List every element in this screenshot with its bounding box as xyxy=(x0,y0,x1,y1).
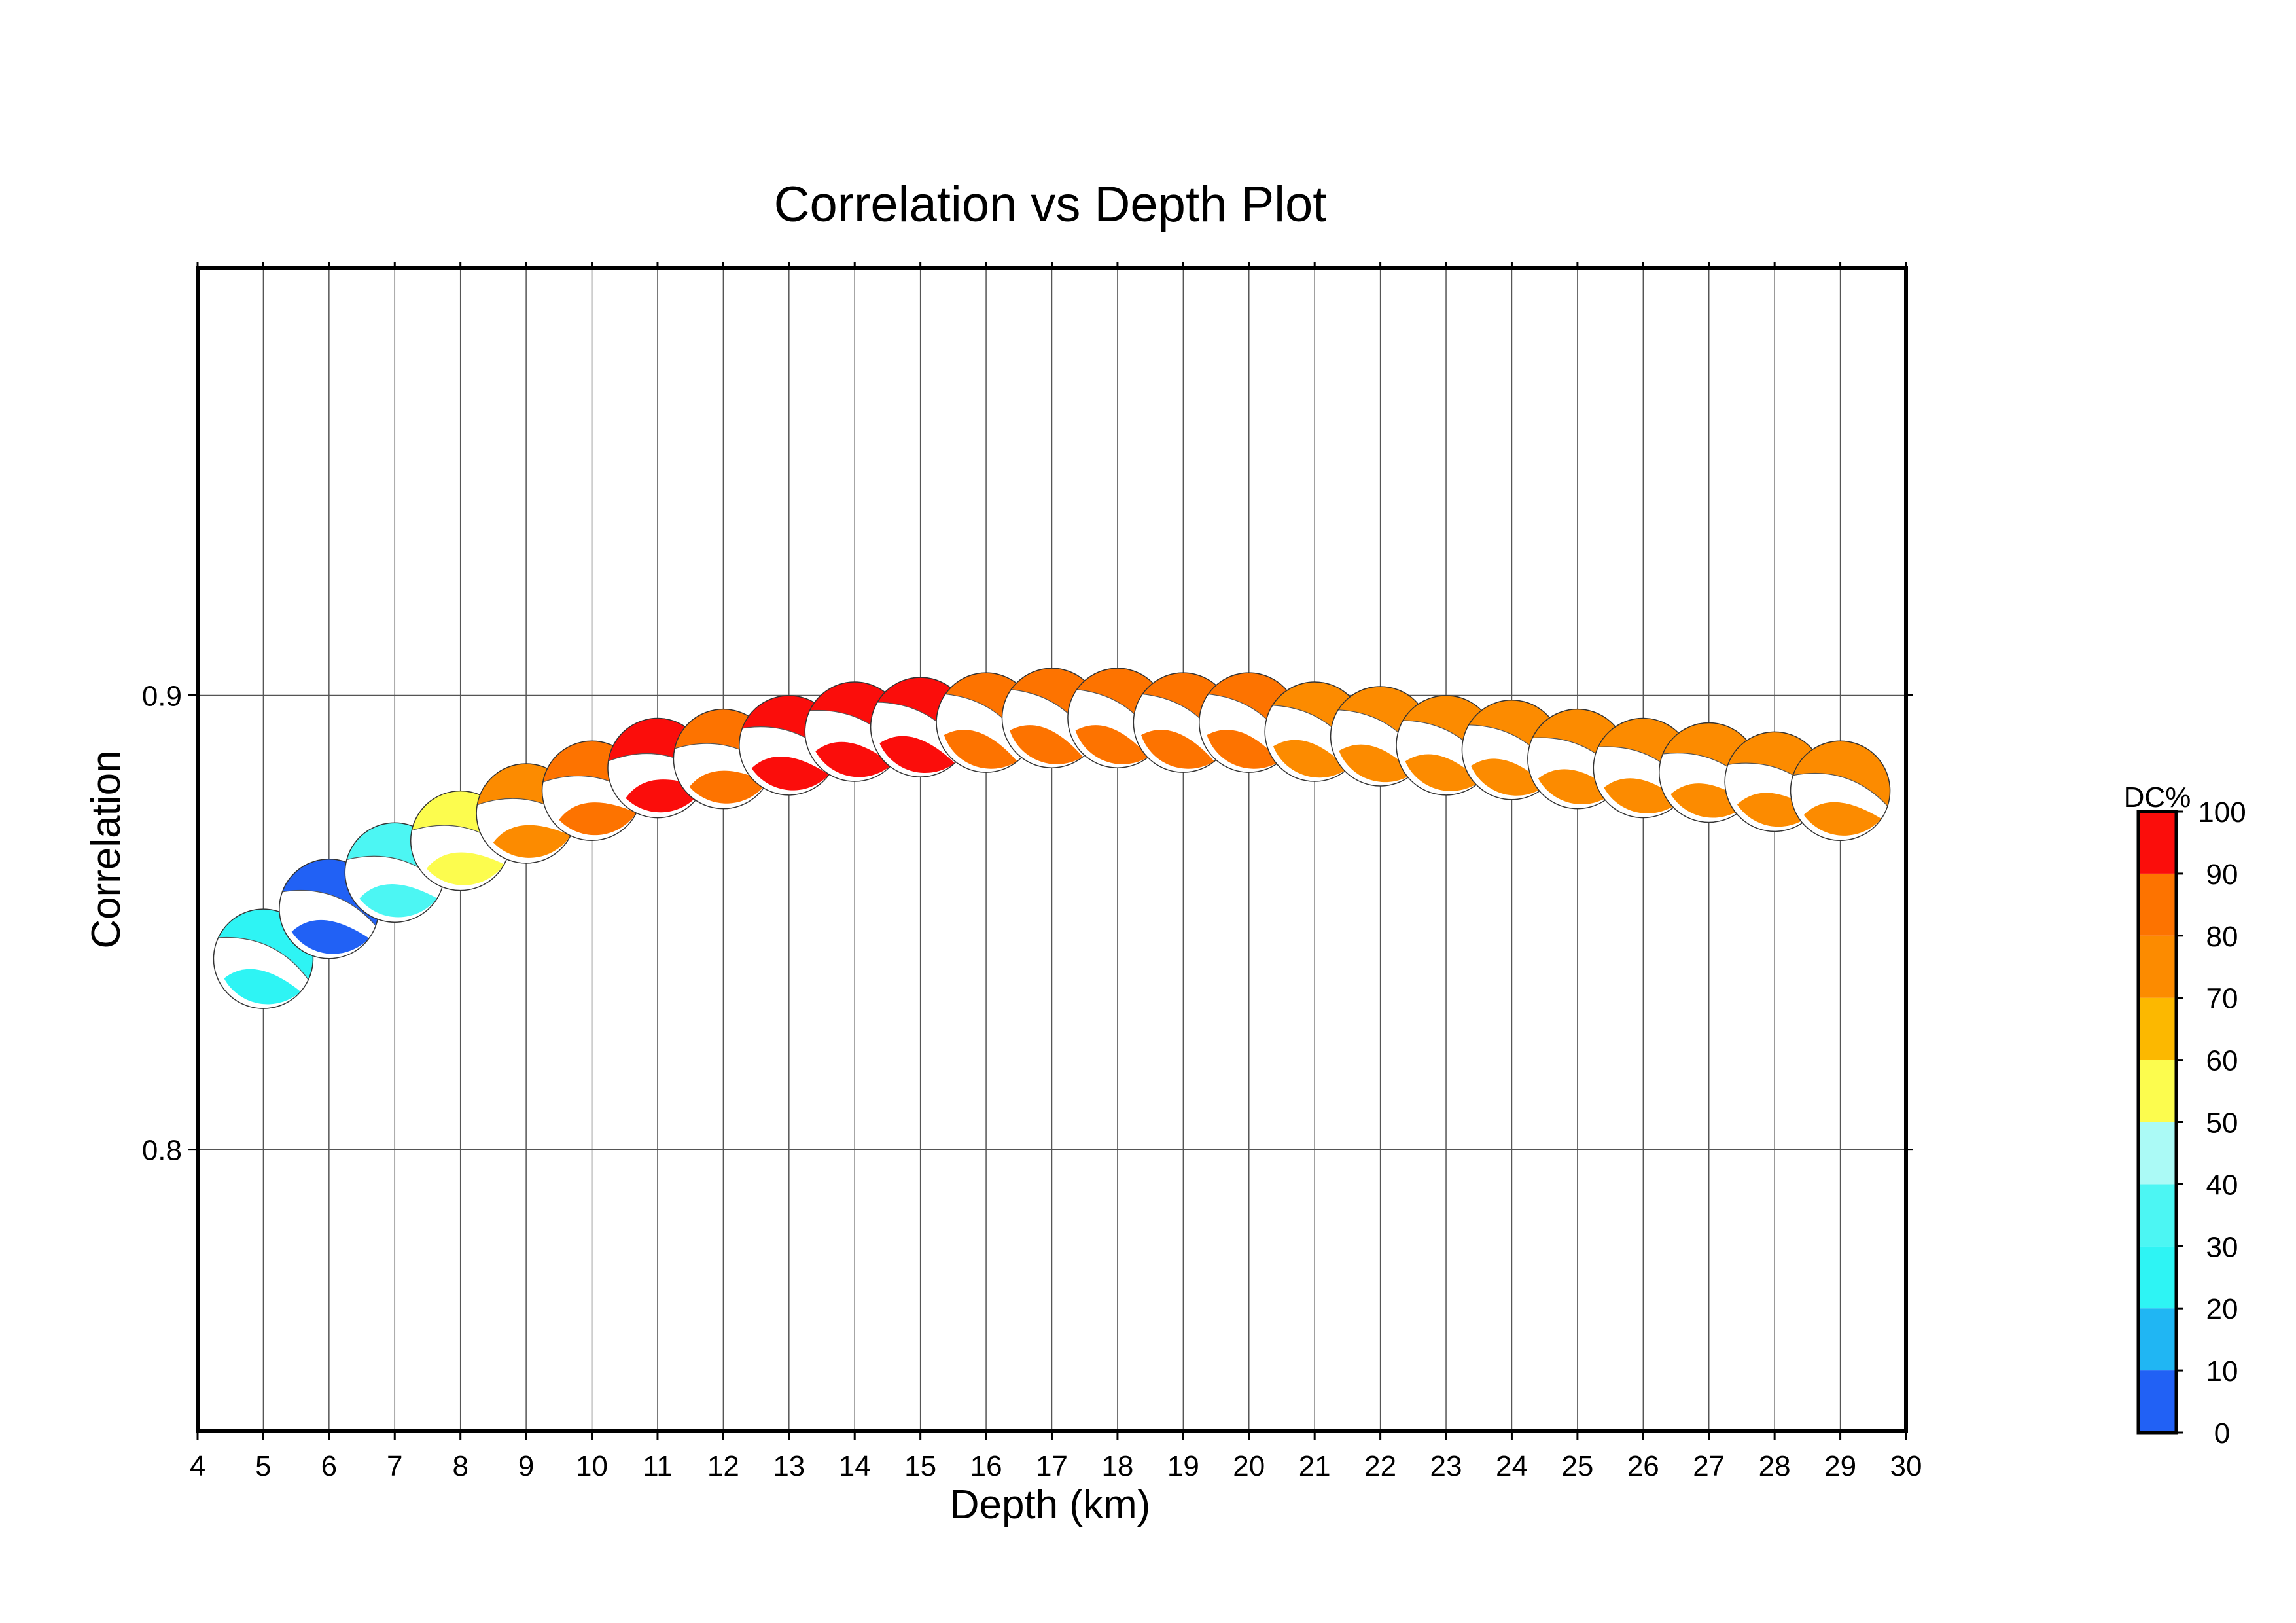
x-tick-label: 28 xyxy=(1759,1450,1791,1482)
grid-lines xyxy=(198,268,1906,1431)
x-tick-label: 6 xyxy=(321,1450,337,1482)
beachball-marker xyxy=(1790,740,1891,842)
colorbar-tick-label: 40 xyxy=(2206,1169,2238,1201)
dc-colorbar: 0 10 20 30 40 50 60 70 80 90 100 xyxy=(2136,796,2246,1450)
colorbar-segment xyxy=(2138,1122,2176,1185)
x-tick-label: 29 xyxy=(1824,1450,1856,1482)
y-tick-label: 0.9 xyxy=(142,680,182,712)
colorbar-segment xyxy=(2138,935,2176,998)
x-axis-ticks: 4 5 6 7 8 9 10 11 12 13 14 15 16 17 18 19 20 21 22 23 24 25 26… xyxy=(190,262,1922,1482)
x-axis-label: Depth (km) xyxy=(950,1482,1151,1527)
x-tick-label: 30 xyxy=(1890,1450,1922,1482)
x-tick-label: 4 xyxy=(190,1450,205,1482)
chart-title: Correlation vs Depth Plot xyxy=(774,177,1327,232)
beachball-markers xyxy=(213,668,1891,1009)
colorbar-segment xyxy=(2138,1308,2176,1371)
x-tick-label: 23 xyxy=(1430,1450,1462,1482)
x-tick-label: 8 xyxy=(452,1450,468,1482)
y-axis-ticks: 0.8 0.9 xyxy=(142,680,1913,1167)
x-tick-label: 16 xyxy=(970,1450,1002,1482)
colorbar-tick-label: 100 xyxy=(2198,796,2246,829)
colorbar-segment xyxy=(2138,873,2176,936)
x-tick-label: 24 xyxy=(1496,1450,1528,1482)
x-tick-label: 13 xyxy=(773,1450,805,1482)
colorbar-tick-label: 50 xyxy=(2206,1107,2238,1139)
x-tick-label: 21 xyxy=(1299,1450,1331,1482)
colorbar-tick-label: 20 xyxy=(2206,1293,2238,1325)
x-tick-label: 10 xyxy=(576,1450,608,1482)
x-tick-label: 22 xyxy=(1364,1450,1396,1482)
colorbar-segment xyxy=(2138,1060,2176,1122)
colorbar-tick-label: 0 xyxy=(2214,1418,2230,1450)
colorbar-tick-label: 70 xyxy=(2206,983,2238,1015)
x-tick-label: 12 xyxy=(707,1450,739,1482)
x-tick-label: 20 xyxy=(1233,1450,1265,1482)
x-tick-label: 15 xyxy=(904,1450,936,1482)
x-tick-label: 5 xyxy=(255,1450,271,1482)
x-tick-label: 25 xyxy=(1561,1450,1593,1482)
beachball-marker xyxy=(344,822,446,923)
colorbar-segment xyxy=(2138,1246,2176,1309)
colorbar-tick-label: 80 xyxy=(2206,921,2238,953)
colorbar-tick-label: 90 xyxy=(2206,859,2238,891)
x-tick-label: 26 xyxy=(1627,1450,1659,1482)
x-tick-label: 18 xyxy=(1101,1450,1133,1482)
x-tick-label: 7 xyxy=(387,1450,402,1482)
x-tick-label: 19 xyxy=(1167,1450,1199,1482)
colorbar-segment xyxy=(2138,997,2176,1060)
colorbar-segment xyxy=(2138,1184,2176,1247)
colorbar-tick-label: 30 xyxy=(2206,1231,2238,1263)
x-tick-label: 11 xyxy=(643,1450,673,1482)
x-tick-label: 17 xyxy=(1036,1450,1068,1482)
y-axis-label: Correlation xyxy=(84,750,129,948)
colorbar-segment xyxy=(2138,1370,2176,1433)
x-tick-label: 27 xyxy=(1693,1450,1725,1482)
colorbar-tick-label: 10 xyxy=(2206,1355,2238,1387)
beachball-marker xyxy=(213,908,314,1009)
beachball-marker xyxy=(870,677,971,777)
colorbar-label: DC% xyxy=(2124,781,2191,813)
x-tick-label: 14 xyxy=(839,1450,871,1482)
y-tick-label: 0.8 xyxy=(142,1135,182,1167)
colorbar-segment xyxy=(2138,812,2176,874)
colorbar-tick-label: 60 xyxy=(2206,1045,2238,1077)
x-tick-label: 9 xyxy=(518,1450,534,1482)
